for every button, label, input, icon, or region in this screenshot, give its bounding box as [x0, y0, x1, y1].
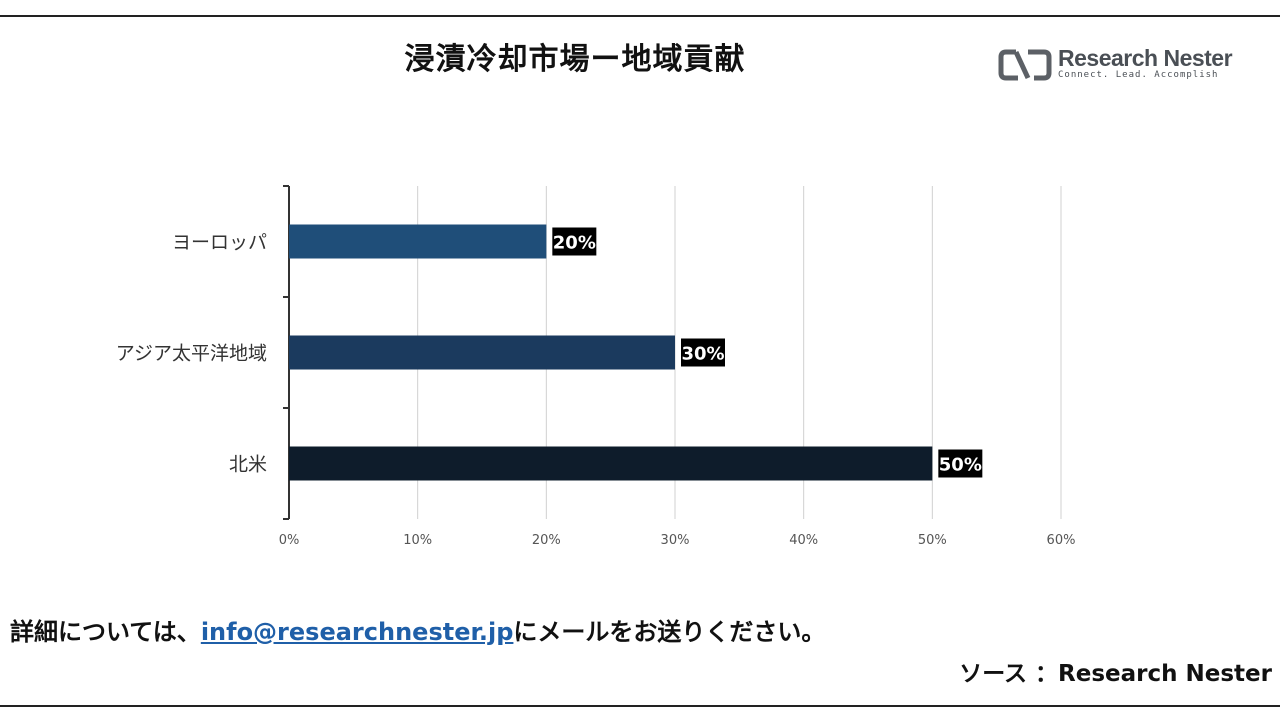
data-label-background [938, 449, 983, 478]
bar [289, 335, 675, 370]
bar [289, 224, 547, 259]
data-label-background [681, 338, 725, 367]
logo-tagline: Connect. Lead. Accomplish [1058, 70, 1219, 80]
data-label-background [552, 227, 597, 256]
category-label: 北米 [229, 454, 267, 476]
top-rule [0, 15, 1280, 17]
contact-line: 詳細については、info@researchnester.jpにメールをお送りくだ… [10, 612, 825, 647]
logo-name: Research Nester [1058, 45, 1233, 71]
data-label: 20% [553, 233, 596, 254]
email-link[interactable]: info@researchnester.jp [200, 618, 514, 646]
logo-mark-icon [998, 49, 1052, 81]
x-tick-label: 60% [1047, 533, 1076, 548]
category-label: アジア太平洋地域 [116, 343, 267, 365]
x-tick-label: 20% [532, 533, 561, 548]
x-tick-label: 30% [661, 533, 690, 548]
contact-suffix: にメールをお送りください。 [513, 618, 826, 646]
category-label: ヨーロッパ [172, 232, 267, 254]
data-label: 30% [681, 344, 724, 365]
x-tick-label: 40% [789, 533, 818, 548]
x-tick-label: 10% [403, 533, 432, 548]
bar [289, 446, 933, 481]
research-nester-logo: Research Nester Connect. Lead. Accomplis… [998, 46, 1238, 86]
source-label: ソース ：Research Nester [959, 661, 1272, 687]
x-tick-label: 0% [279, 533, 300, 548]
chart-title: 浸漬冷却市場ー地域貢献 [404, 42, 746, 77]
x-tick-label: 50% [918, 533, 947, 548]
data-label: 50% [939, 455, 982, 476]
bottom-rule [0, 705, 1280, 707]
contact-prefix: 詳細については、 [10, 618, 201, 646]
